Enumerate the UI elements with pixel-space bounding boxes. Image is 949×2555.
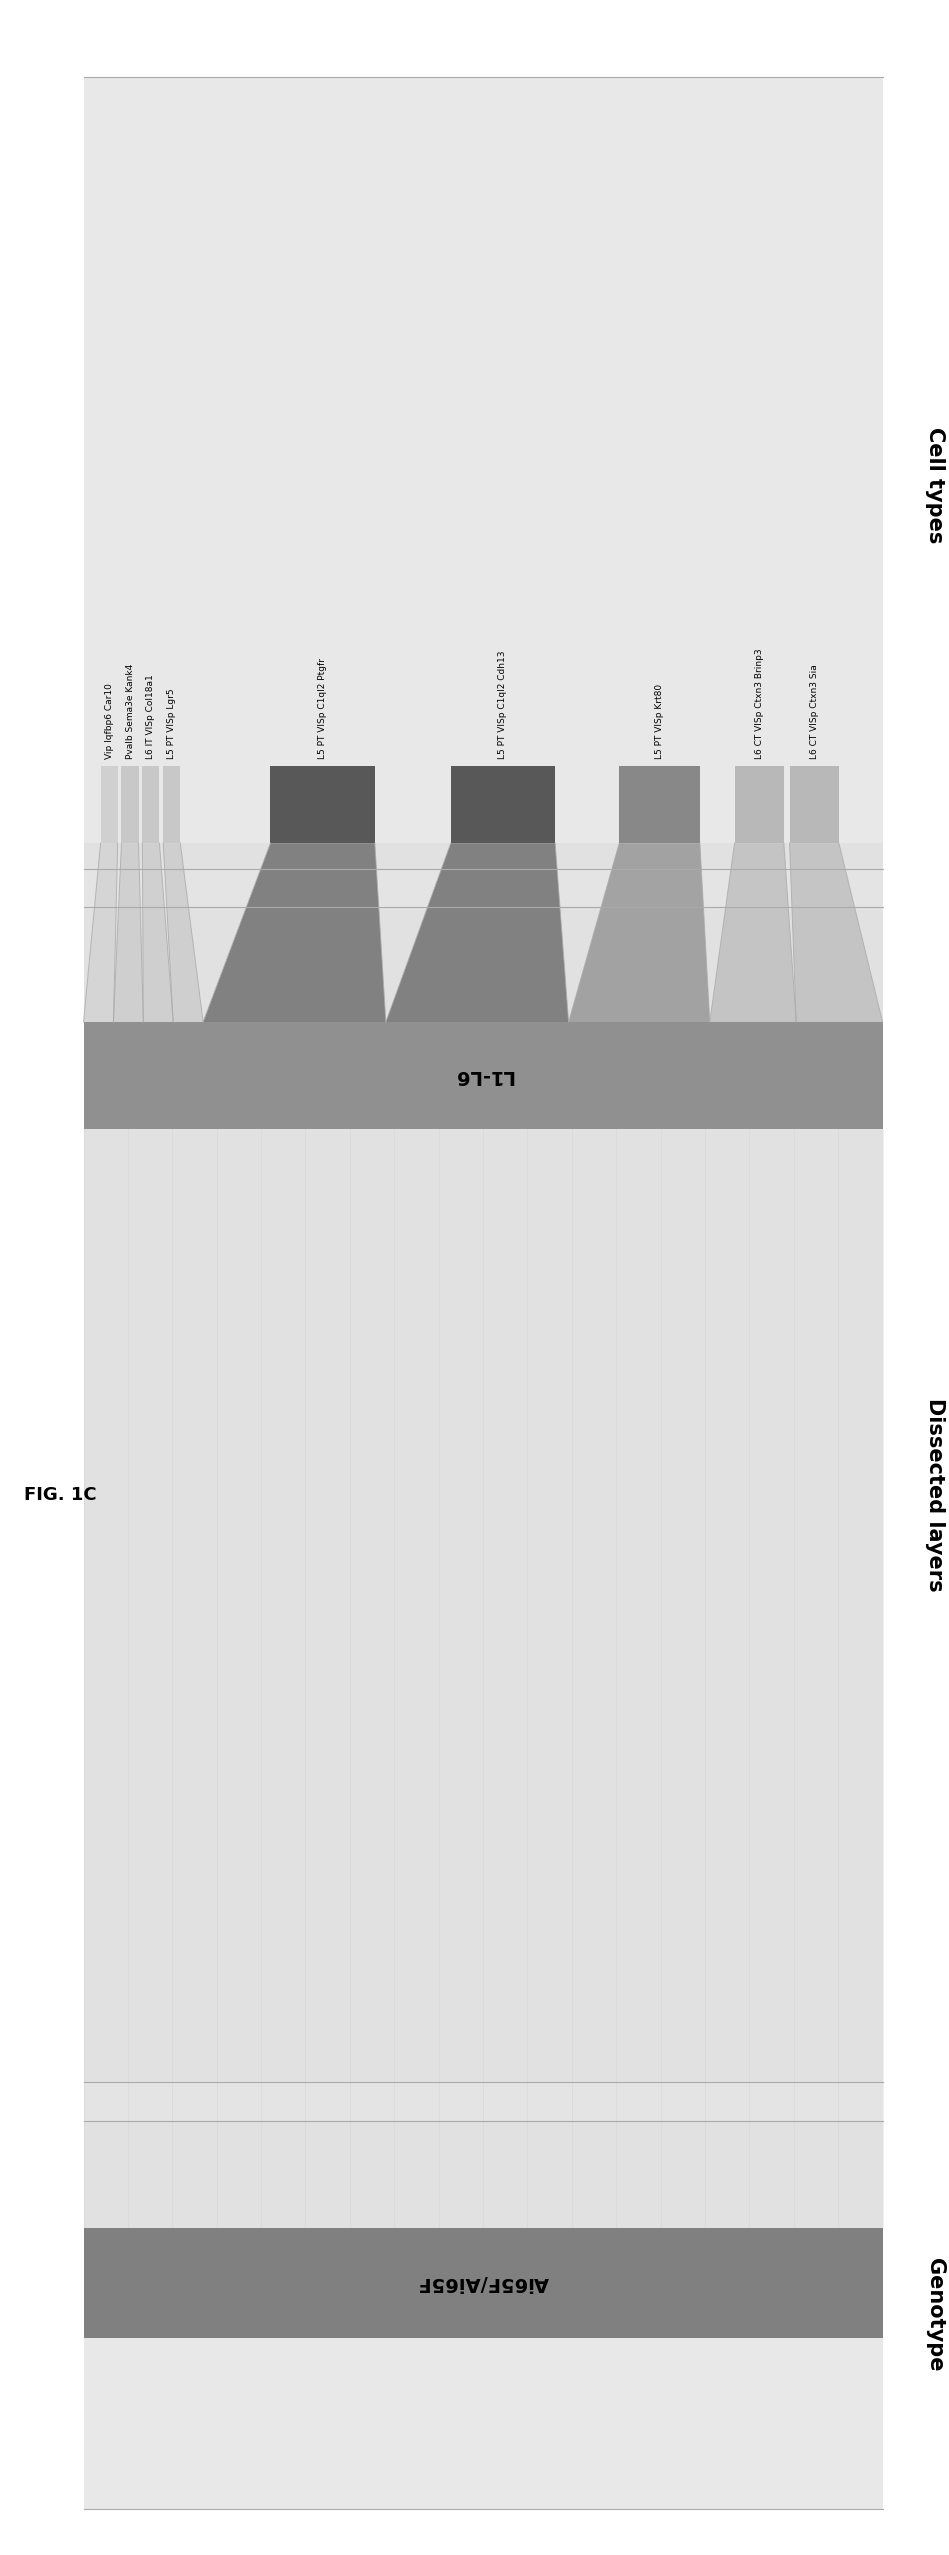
Text: L5 PT VISp Krt80: L5 PT VISp Krt80	[655, 685, 664, 759]
Text: FIG. 1C: FIG. 1C	[24, 1484, 97, 1505]
Text: Ai65F/Ai65F: Ai65F/Ai65F	[418, 2274, 549, 2292]
Polygon shape	[203, 843, 386, 1022]
Text: Dissected layers: Dissected layers	[925, 1398, 945, 1592]
Bar	[84, 2228, 883, 2338]
Text: Pvalb Sema3e Kank4: Pvalb Sema3e Kank4	[125, 664, 135, 759]
Polygon shape	[114, 843, 143, 1022]
Bar	[163, 766, 180, 843]
Bar	[735, 766, 784, 843]
Text: L5 PT VISp Lgr5: L5 PT VISp Lgr5	[167, 687, 177, 759]
Polygon shape	[790, 843, 883, 1022]
Polygon shape	[710, 843, 796, 1022]
Text: L6 IT VISp Col18a1: L6 IT VISp Col18a1	[146, 675, 156, 759]
Text: L6 CT VISp Ctxn3 Brinp3: L6 CT VISp Ctxn3 Brinp3	[754, 649, 764, 759]
Polygon shape	[84, 843, 883, 1022]
Bar	[84, 1022, 883, 1129]
Bar	[121, 766, 139, 843]
Bar	[270, 766, 375, 843]
Text: L1-L6: L1-L6	[453, 1065, 513, 1086]
Bar	[790, 766, 839, 843]
Bar	[451, 766, 555, 843]
Polygon shape	[163, 843, 203, 1022]
Text: L5 PT VISp C1ql2 Cdh13: L5 PT VISp C1ql2 Cdh13	[498, 652, 508, 759]
Bar	[84, 77, 883, 869]
Text: Cell types: Cell types	[925, 427, 945, 544]
Polygon shape	[84, 1129, 883, 2228]
Polygon shape	[142, 843, 174, 1022]
Polygon shape	[386, 843, 568, 1022]
Polygon shape	[84, 843, 118, 1022]
Bar	[619, 766, 699, 843]
Text: L6 CT VISp Ctxn3 Sia: L6 CT VISp Ctxn3 Sia	[809, 664, 819, 759]
Bar	[84, 2121, 883, 2509]
Bar	[84, 907, 883, 2082]
Bar	[142, 766, 159, 843]
Text: L5 PT VISp C1ql2 Ptgfr: L5 PT VISp C1ql2 Ptgfr	[318, 657, 327, 759]
Bar	[101, 766, 118, 843]
Text: Genotype: Genotype	[925, 2259, 945, 2371]
Text: Vip Iqfbp6 Car10: Vip Iqfbp6 Car10	[104, 682, 114, 759]
Polygon shape	[568, 843, 710, 1022]
